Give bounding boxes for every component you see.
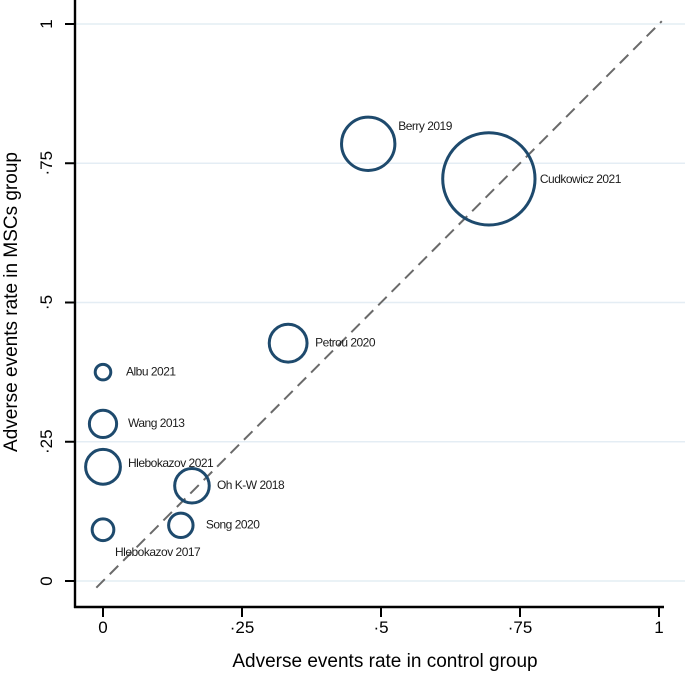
x-tick-label: ·75 (508, 618, 533, 637)
bubble-label-hlebokazov-2017: Hlebokazov 2017 (115, 545, 201, 559)
bubble-label-hlebokazov-2021: Hlebokazov 2021 (128, 456, 214, 470)
bubble-hlebokazov-2017 (90, 517, 116, 543)
y-tick-label: ·75 (37, 151, 56, 176)
y-tick-label: ·25 (37, 429, 56, 454)
x-tick-label: ·5 (373, 618, 388, 637)
bubble-label-song-2020: Song 2020 (206, 517, 260, 531)
identity-line-layer (95, 20, 663, 589)
bubble-label-petrou-2020: Petrou 2020 (315, 335, 376, 349)
y-axis-title: Adverse events rate in MSCs group (1, 152, 22, 452)
x-axis-title: Adverse events rate in control group (232, 651, 537, 672)
identity-line (95, 20, 663, 589)
y-tick-label: 0 (37, 576, 56, 585)
bubble-albu-2021 (93, 362, 113, 382)
bubble-cudkowicz-2021 (441, 131, 537, 227)
x-tick-label: 0 (98, 618, 107, 637)
bubbles-layer (84, 115, 537, 543)
x-tick-label: 1 (654, 618, 663, 637)
bubble-song-2020 (167, 511, 195, 540)
bubble-berry-2019 (340, 115, 397, 172)
x-tick-label: ·25 (230, 618, 255, 637)
bubble-label-albu-2021: Albu 2021 (126, 364, 176, 378)
bubble-oh-k-w-2018 (173, 466, 211, 505)
bubble-petrou-2020 (267, 322, 309, 364)
axes-layer: 0 ·25 ·5 ·75 1 0 ·25 ·5 ·75 1 (37, 0, 664, 637)
bubble-label-berry-2019: Berry 2019 (398, 119, 453, 133)
bubble-label-wang-2013: Wang 2013 (128, 416, 185, 430)
bubble-wang-2013 (87, 408, 119, 440)
bubble-hlebokazov-2021 (84, 447, 122, 486)
y-tick-label: 1 (37, 19, 56, 28)
bubble-label-cudkowicz-2021: Cudkowicz 2021 (540, 172, 622, 186)
y-tick-label: ·5 (37, 295, 56, 310)
point-labels-layer: Berry 2019 Cudkowicz 2021 Petrou 2020 Albu … (115, 119, 622, 559)
bubble-label-oh-k-w-2018: Oh K-W 2018 (217, 478, 285, 492)
